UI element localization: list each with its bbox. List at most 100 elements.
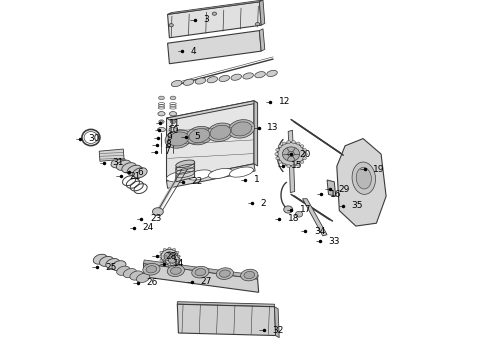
Ellipse shape [278, 161, 282, 163]
Ellipse shape [117, 160, 131, 170]
Ellipse shape [165, 263, 167, 265]
Ellipse shape [303, 157, 306, 160]
Ellipse shape [282, 142, 286, 145]
Text: 28: 28 [166, 252, 177, 261]
Ellipse shape [160, 259, 163, 261]
Text: 19: 19 [373, 165, 385, 174]
Ellipse shape [255, 22, 260, 26]
Ellipse shape [187, 170, 211, 180]
Ellipse shape [165, 254, 179, 266]
Text: 30: 30 [89, 134, 100, 143]
Ellipse shape [169, 257, 176, 263]
Polygon shape [144, 260, 258, 279]
Text: 26: 26 [147, 278, 158, 287]
Ellipse shape [288, 152, 294, 157]
Text: 14: 14 [172, 259, 184, 268]
Text: 34: 34 [314, 227, 325, 236]
Ellipse shape [163, 259, 166, 261]
Text: 17: 17 [300, 205, 311, 214]
Ellipse shape [282, 147, 300, 161]
Ellipse shape [172, 248, 175, 251]
Ellipse shape [177, 255, 180, 257]
Ellipse shape [300, 161, 304, 163]
Ellipse shape [112, 261, 126, 271]
Ellipse shape [207, 77, 218, 83]
Ellipse shape [133, 168, 147, 178]
Ellipse shape [93, 254, 107, 264]
Ellipse shape [220, 270, 230, 277]
Text: 22: 22 [192, 177, 203, 186]
Text: 2: 2 [261, 199, 267, 208]
Polygon shape [176, 163, 195, 182]
Text: 11: 11 [169, 118, 180, 127]
Ellipse shape [122, 163, 136, 173]
Ellipse shape [231, 74, 242, 80]
Text: 35: 35 [351, 202, 363, 210]
Ellipse shape [276, 148, 279, 151]
Ellipse shape [123, 269, 137, 278]
Ellipse shape [244, 271, 255, 279]
Ellipse shape [208, 168, 232, 179]
Text: 8: 8 [166, 140, 171, 149]
Ellipse shape [158, 112, 165, 116]
Ellipse shape [146, 266, 157, 273]
Ellipse shape [275, 153, 278, 156]
Polygon shape [144, 264, 259, 292]
Polygon shape [274, 307, 279, 338]
Text: 12: 12 [279, 97, 290, 106]
Ellipse shape [127, 165, 142, 175]
Text: 18: 18 [288, 214, 299, 223]
Ellipse shape [169, 23, 173, 27]
Polygon shape [168, 0, 263, 14]
Ellipse shape [282, 163, 286, 166]
Text: 23: 23 [150, 214, 161, 223]
Text: 7: 7 [164, 148, 170, 156]
Ellipse shape [168, 132, 189, 146]
Ellipse shape [160, 121, 163, 122]
Ellipse shape [189, 129, 210, 143]
Polygon shape [167, 101, 254, 181]
Ellipse shape [168, 263, 171, 265]
Polygon shape [288, 130, 294, 193]
Text: 10: 10 [168, 126, 179, 135]
Ellipse shape [163, 248, 166, 251]
Text: 4: 4 [191, 46, 196, 55]
Ellipse shape [183, 79, 194, 85]
Ellipse shape [159, 255, 162, 257]
Polygon shape [168, 2, 261, 38]
Ellipse shape [195, 78, 206, 84]
Ellipse shape [255, 72, 266, 78]
Ellipse shape [171, 267, 181, 274]
Polygon shape [259, 29, 265, 51]
Ellipse shape [295, 211, 303, 217]
Ellipse shape [167, 265, 184, 276]
Ellipse shape [176, 259, 179, 261]
Ellipse shape [179, 259, 181, 261]
Text: 1: 1 [254, 175, 259, 184]
Text: 25: 25 [105, 263, 117, 271]
Polygon shape [167, 101, 258, 120]
Ellipse shape [161, 249, 178, 264]
Text: 3: 3 [203, 15, 209, 24]
Text: 27: 27 [200, 277, 212, 286]
Ellipse shape [219, 75, 230, 82]
Ellipse shape [106, 258, 120, 269]
Ellipse shape [173, 265, 176, 267]
Ellipse shape [164, 252, 175, 261]
Text: 31: 31 [113, 158, 124, 167]
Ellipse shape [177, 263, 180, 265]
Polygon shape [259, 0, 265, 25]
Text: 29: 29 [338, 184, 349, 194]
Ellipse shape [176, 160, 195, 167]
Ellipse shape [130, 271, 143, 280]
Ellipse shape [163, 262, 166, 264]
Ellipse shape [186, 126, 213, 145]
Ellipse shape [241, 269, 258, 281]
Ellipse shape [159, 96, 164, 100]
Polygon shape [177, 304, 275, 336]
Ellipse shape [111, 158, 125, 168]
Ellipse shape [117, 266, 130, 275]
Text: 33: 33 [328, 237, 340, 246]
Text: 32: 32 [272, 326, 284, 335]
Text: 20: 20 [300, 150, 311, 158]
